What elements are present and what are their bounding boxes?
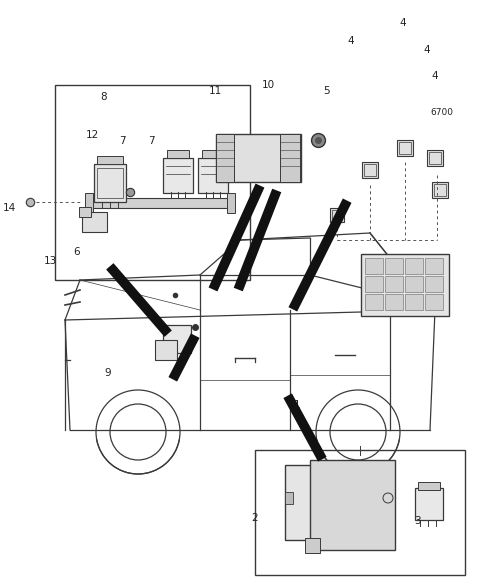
Bar (216, 134, 234, 182)
Bar (163, 158, 193, 193)
Text: 13: 13 (44, 256, 57, 266)
Bar (399, 142, 411, 154)
Bar (425, 294, 443, 310)
Text: 14: 14 (3, 203, 16, 214)
Bar (227, 193, 235, 213)
Text: 12: 12 (86, 130, 99, 140)
Text: 7: 7 (148, 136, 155, 146)
Bar (427, 150, 443, 166)
Text: 6: 6 (73, 247, 80, 258)
Bar (305, 538, 320, 553)
Bar (330, 208, 344, 222)
Text: 4: 4 (400, 18, 407, 29)
Bar (97, 168, 123, 198)
Bar (362, 162, 378, 178)
Text: 8: 8 (100, 92, 107, 102)
Bar (385, 294, 403, 310)
Bar (397, 140, 413, 156)
Bar (405, 276, 423, 292)
Bar (285, 492, 293, 504)
Text: 4: 4 (431, 71, 438, 82)
Bar (425, 276, 443, 292)
Bar (255, 450, 465, 575)
Text: 2: 2 (251, 512, 258, 523)
Bar (310, 460, 395, 550)
Bar (429, 152, 441, 164)
Bar (198, 158, 228, 193)
Bar (418, 482, 440, 490)
Text: 4: 4 (424, 45, 431, 55)
Text: 4: 4 (347, 36, 354, 46)
Text: 11: 11 (208, 86, 222, 96)
Bar (202, 150, 224, 158)
Bar (364, 164, 376, 176)
Bar (79, 207, 91, 217)
Bar (385, 258, 403, 274)
Bar (332, 210, 342, 220)
Text: 5: 5 (323, 86, 330, 96)
Bar (415, 488, 443, 520)
Text: 9: 9 (105, 367, 111, 378)
Bar (365, 258, 383, 274)
Bar (385, 276, 403, 292)
Bar (97, 156, 123, 164)
Text: 10: 10 (262, 80, 276, 90)
Bar (405, 258, 423, 274)
Text: 1: 1 (294, 400, 301, 410)
Bar (55, 85, 250, 280)
Bar (216, 134, 301, 182)
Text: 3: 3 (414, 516, 421, 527)
Bar (285, 465, 340, 540)
Bar (405, 294, 423, 310)
Bar (365, 276, 383, 292)
Bar (90, 198, 230, 208)
Text: 7: 7 (119, 136, 126, 146)
Bar (167, 150, 189, 158)
Bar (280, 134, 300, 182)
Bar (365, 294, 383, 310)
Bar (361, 254, 449, 316)
Text: 6700: 6700 (430, 108, 453, 117)
Bar (82, 212, 107, 232)
Bar (155, 340, 177, 360)
Bar (94, 164, 126, 202)
Bar (425, 258, 443, 274)
Bar (432, 182, 448, 198)
Bar (85, 193, 93, 213)
Bar (163, 325, 191, 353)
Bar (434, 184, 446, 196)
